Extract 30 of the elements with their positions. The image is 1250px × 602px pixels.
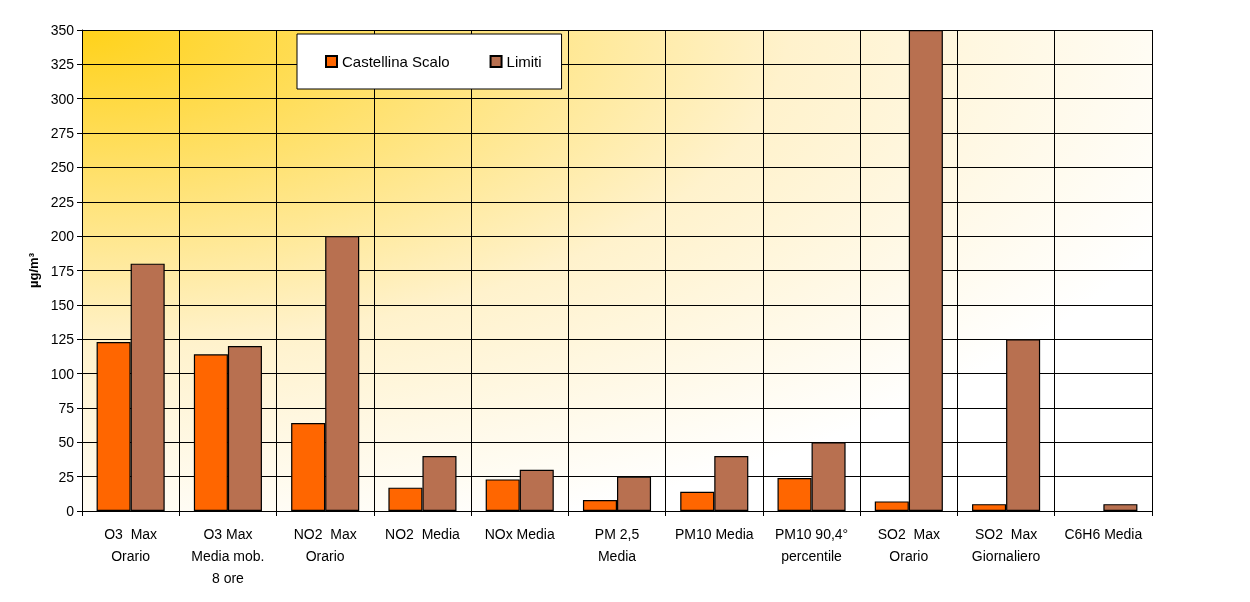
- x-tick-label: O3 Max Media mob. 8 ore: [191, 526, 265, 586]
- legend-label: Limiti: [506, 53, 542, 70]
- x-tick-label: C6H6 Media: [1064, 526, 1143, 542]
- y-tick-label: 125: [50, 331, 75, 348]
- x-tick-label: SO2 Max Orario: [877, 526, 940, 564]
- x-tick-label: SO2 Max Giornaliero: [971, 526, 1041, 564]
- bar: [1103, 504, 1138, 511]
- y-tick-label: 350: [50, 22, 75, 38]
- y-tick-label: 200: [50, 228, 75, 245]
- y-tick-label: 50: [58, 434, 75, 451]
- y-tick-label: 325: [50, 56, 75, 73]
- y-tick-label: 150: [50, 296, 75, 313]
- y-tick-label: 75: [58, 399, 75, 416]
- y-tick-label: 225: [50, 193, 75, 210]
- x-tick-label: NOx Media: [484, 526, 555, 542]
- y-tick-label: 275: [50, 125, 75, 142]
- y-tick-label: 25: [58, 468, 75, 485]
- y-tick-label: 100: [50, 365, 75, 382]
- y-tick-label: 300: [50, 90, 75, 107]
- x-tick-label: PM10 Media: [674, 526, 754, 542]
- legend-label: Castellina Scalo: [342, 53, 450, 70]
- y-tick-label: 175: [50, 262, 75, 279]
- x-tick-label: PM10 90,4° percentile: [774, 526, 849, 564]
- x-tick-label: NO2 Media: [385, 526, 461, 542]
- x-tick-label: NO2 Max Orario: [293, 526, 357, 564]
- y-tick-label: 250: [50, 159, 75, 176]
- y-tick-label: 0: [66, 503, 75, 519]
- y-axis-title: µg/m³: [25, 252, 41, 288]
- x-tick-label: O3 Max Orario: [104, 526, 158, 564]
- x-tick-label: PM 2,5 Media: [594, 526, 640, 564]
